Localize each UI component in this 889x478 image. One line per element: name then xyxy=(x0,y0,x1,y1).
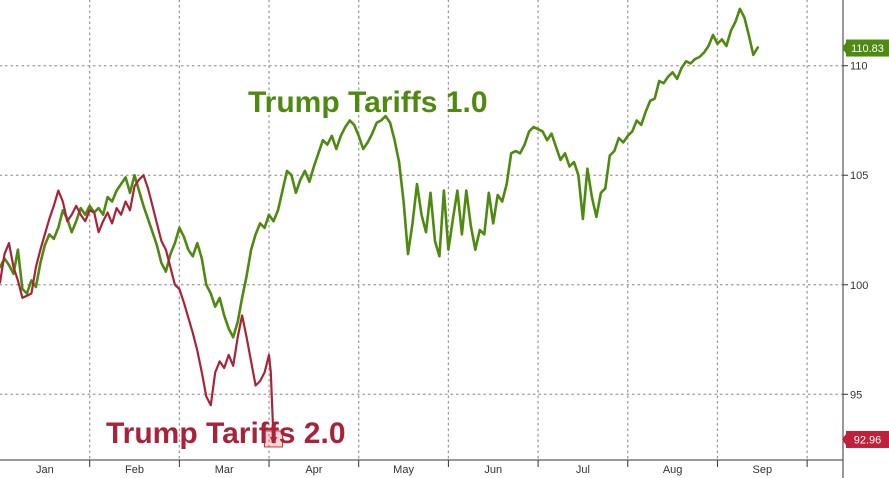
axes xyxy=(0,0,844,478)
y-tick-label: 100 xyxy=(850,280,868,292)
x-tick-label: Jun xyxy=(484,464,502,476)
y-tick-label: 95 xyxy=(850,389,862,401)
x-tick-label: Mar xyxy=(215,464,234,476)
last-value-badge-green xyxy=(846,39,889,57)
x-tick-label: Aug xyxy=(663,464,683,476)
x-axis-ticks: Jan Feb Mar Apr May Jun Jul Aug Sep xyxy=(36,460,808,476)
last-value-pointer-green xyxy=(842,42,846,54)
series-line-green xyxy=(0,7,760,339)
x-tick-label: Feb xyxy=(125,464,144,476)
y-tick-label: 105 xyxy=(850,170,868,182)
annotation-tariffs-1: Trump Tariffs 1.0 xyxy=(248,86,488,119)
series-line-red xyxy=(0,174,275,441)
x-tick-label: Jul xyxy=(576,464,590,476)
last-value-pointer-red xyxy=(842,433,846,445)
gridlines xyxy=(0,0,844,461)
last-point-arrow xyxy=(269,436,278,444)
annotation-tariffs-2: Trump Tariffs 2.0 xyxy=(106,417,346,450)
last-value-label-red: 92.96 xyxy=(854,434,882,446)
x-tick-label: May xyxy=(393,464,414,476)
y-tick-label: 110 xyxy=(850,61,868,73)
value-labels: 110.83 92.96 xyxy=(842,39,889,448)
last-value-label-green: 110.83 xyxy=(851,43,884,55)
x-tick-label: Sep xyxy=(752,464,772,476)
x-tick-label: Apr xyxy=(305,464,322,476)
y-axis-ticks: 95 100 105 110 xyxy=(843,61,868,401)
last-value-badge-red xyxy=(846,430,889,448)
x-tick-label: Jan xyxy=(36,464,54,476)
series-lines xyxy=(0,7,760,441)
markers xyxy=(264,430,284,448)
